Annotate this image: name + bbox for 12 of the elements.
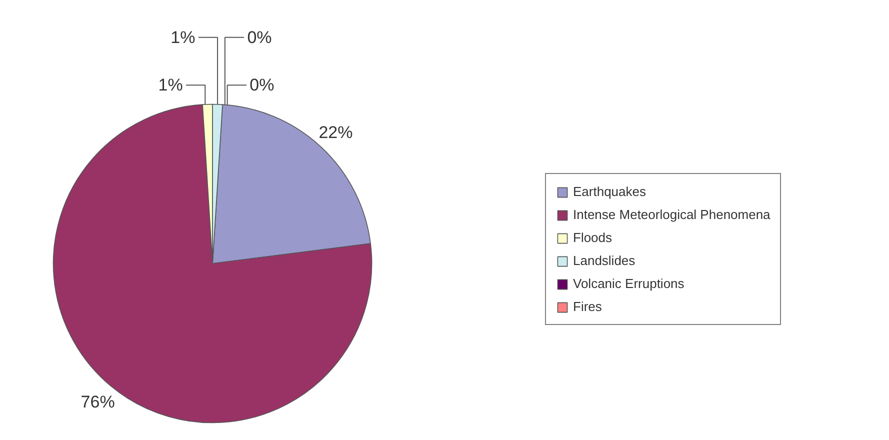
- legend-label: Landslides: [573, 253, 636, 268]
- data-label: 1%: [158, 76, 183, 95]
- data-label: 1%: [170, 28, 196, 47]
- data-label: 76%: [80, 392, 115, 412]
- legend-label: Fires: [573, 299, 602, 314]
- legend-label: Intense Meteorlogical Phenomena: [573, 207, 770, 222]
- text: 0%: [247, 28, 272, 47]
- data-label: 22%: [318, 122, 353, 142]
- legend-label: Volcanic Erruptions: [573, 276, 684, 291]
- text: 0%: [250, 76, 274, 95]
- legend-label: Earthquakes: [573, 184, 646, 199]
- legend-label: Floods: [573, 230, 612, 245]
